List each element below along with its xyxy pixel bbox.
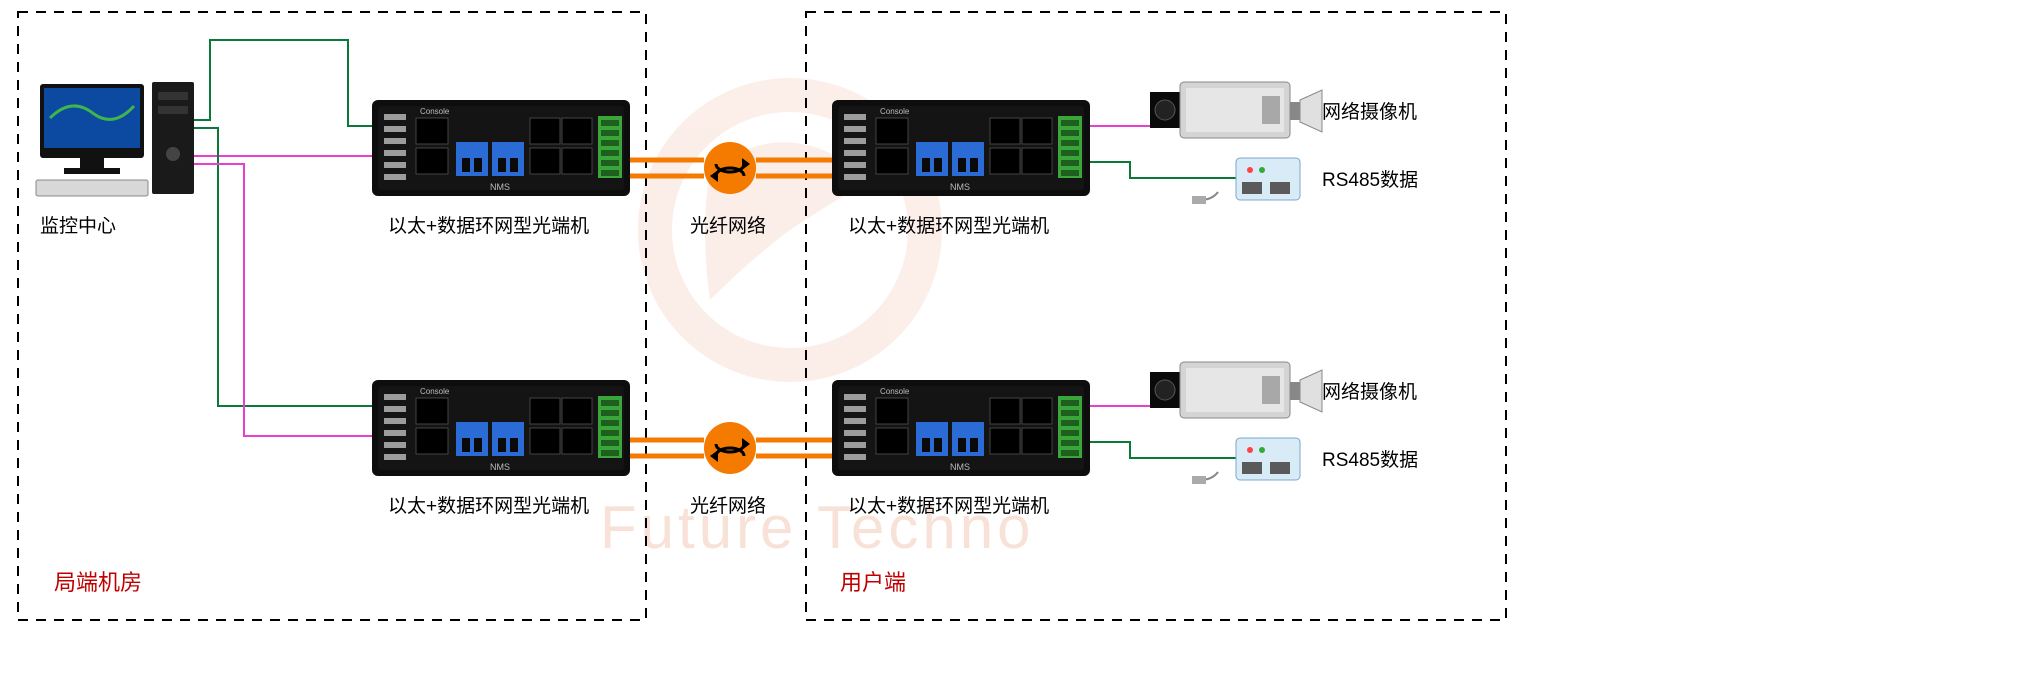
svg-text:用户端: 用户端 xyxy=(840,570,906,595)
switch-remote-1-label: 以太+数据环网型光端机 xyxy=(848,215,1049,237)
switch-local-2 xyxy=(372,380,630,476)
switch-remote-2-label: 以太+数据环网型光端机 xyxy=(848,495,1049,517)
rs485-2-label: RS485数据 xyxy=(1322,449,1418,471)
camera-2-label: 网络摄像机 xyxy=(1322,381,1417,403)
camera-1-label: 网络摄像机 xyxy=(1322,101,1417,123)
svg-text:局端机房: 局端机房 xyxy=(54,570,142,595)
fiber-node-2 xyxy=(704,422,756,474)
monitor-label: 监控中心 xyxy=(40,215,116,237)
switch-local-1-label: 以太+数据环网型光端机 xyxy=(388,215,589,237)
fiber-node-2-label: 光纤网络 xyxy=(690,495,766,517)
switch-local-2-label: 以太+数据环网型光端机 xyxy=(388,495,589,517)
switch-remote-2 xyxy=(832,380,1090,476)
fiber-node-1 xyxy=(704,142,756,194)
rs485-1-label: RS485数据 xyxy=(1322,169,1418,191)
switch-remote-1 xyxy=(832,100,1090,196)
switch-local-1 xyxy=(372,100,630,196)
fiber-node-1-label: 光纤网络 xyxy=(690,215,766,237)
